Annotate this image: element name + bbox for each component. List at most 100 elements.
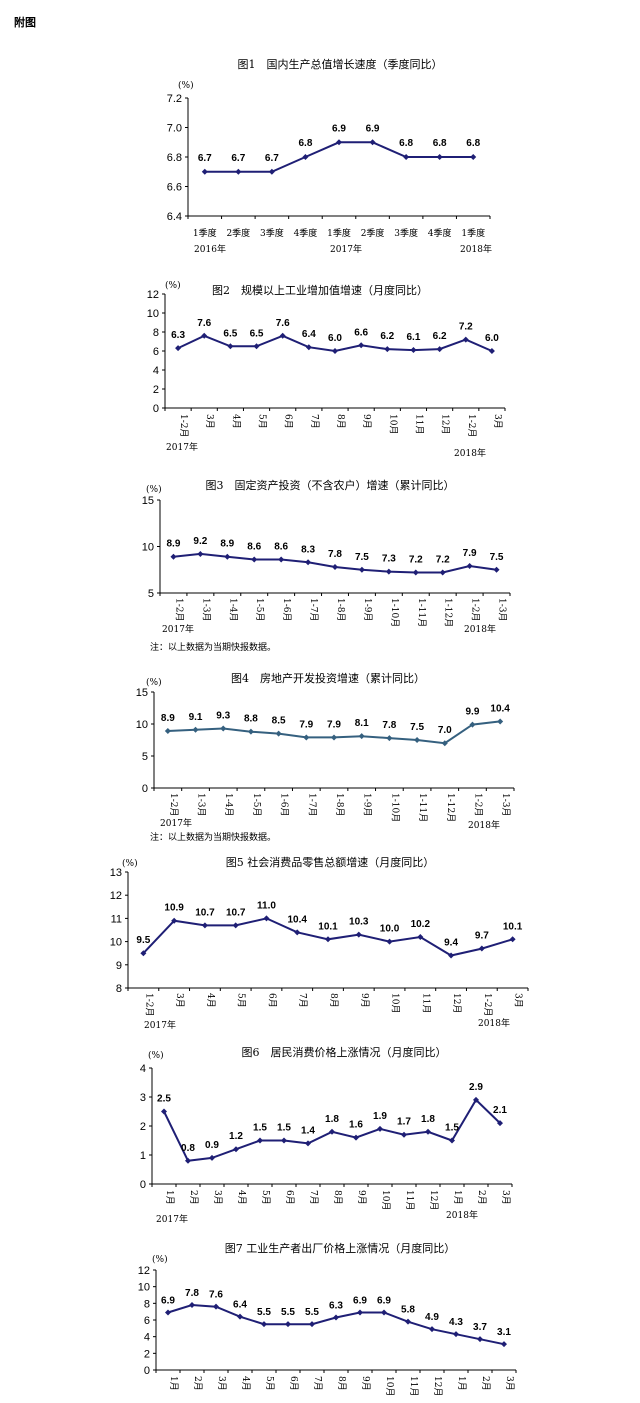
year-label: 2018年 xyxy=(464,623,496,635)
data-label: 10.3 xyxy=(349,917,369,928)
x-tick-label: 10月 xyxy=(380,1190,391,1210)
data-point xyxy=(333,1314,339,1321)
y-tick-label: 0 xyxy=(144,1365,150,1377)
data-label: 6.2 xyxy=(380,331,394,342)
y-tick-label: 7.2 xyxy=(167,93,182,105)
x-tick-label: 9月 xyxy=(361,414,372,429)
y-tick-label: 2 xyxy=(153,384,159,396)
year-label: 2018年 xyxy=(454,447,486,459)
data-label: 6.3 xyxy=(171,330,185,341)
data-label: 7.9 xyxy=(463,548,477,559)
y-unit-label: (%) xyxy=(146,677,162,688)
data-point xyxy=(251,556,258,563)
x-tick-label: 1-3月 xyxy=(196,793,207,817)
data-point xyxy=(385,568,392,575)
data-label: 9.5 xyxy=(136,935,150,946)
data-point xyxy=(381,1309,387,1316)
x-tick-label: 3月 xyxy=(492,414,503,429)
chart-6: 图6 居民消费价格上涨情况（月度同比） (%) 0 1 2 3 4 1月 2月 3月 4月 5月 6月 7… xyxy=(140,1045,513,1225)
data-point xyxy=(201,332,208,339)
y-tick-label: 12 xyxy=(110,890,122,902)
data-point xyxy=(294,929,301,936)
x-tick-label: 4季度 xyxy=(428,227,452,239)
data-point xyxy=(263,915,270,922)
chart-5: 图5 社会消费品零售总额增速（月度同比） (%) 8 9 10 11 12 13 1-2月 3月 4… xyxy=(110,855,529,1031)
data-label: 7.6 xyxy=(197,318,211,329)
x-tick-label: 1季度 xyxy=(193,227,217,239)
data-point xyxy=(509,936,516,943)
data-point xyxy=(501,1341,507,1348)
x-tick-label: 3月 xyxy=(204,414,215,429)
data-label: 6.9 xyxy=(353,1296,367,1307)
x-tick-label: 3月 xyxy=(216,1376,227,1391)
y-tick-label: 1 xyxy=(140,1150,146,1162)
x-tick-label: 1-2月 xyxy=(466,414,477,438)
x-tick-label: 2季度 xyxy=(226,227,250,239)
x-tick-label: 1-2月 xyxy=(168,793,179,817)
x-tick-label: 11月 xyxy=(413,414,424,434)
y-tick-label: 0 xyxy=(153,403,159,415)
data-label: 1.4 xyxy=(301,1125,315,1136)
data-point xyxy=(332,563,338,570)
data-label: 7.2 xyxy=(436,555,450,566)
y-tick-label: 4 xyxy=(144,1332,150,1344)
x-tick-label: 9月 xyxy=(359,993,370,1008)
x-tick-label: 9月 xyxy=(360,1376,371,1391)
x-tick-label: 6月 xyxy=(283,414,294,429)
x-tick-label: 1-3月 xyxy=(200,598,211,622)
data-label: 8.6 xyxy=(274,542,288,553)
year-label: 2016年 xyxy=(194,243,226,255)
data-point xyxy=(247,728,254,735)
x-tick-label: 4月 xyxy=(240,1376,251,1391)
data-point xyxy=(448,952,455,959)
chart-title: 图2 规模以上工业增加值增速（月度同比） xyxy=(212,283,428,297)
data-label: 6.9 xyxy=(377,1296,391,1307)
data-point xyxy=(305,344,312,351)
x-tick-label: 7月 xyxy=(312,1376,323,1391)
data-label: 2.5 xyxy=(157,1094,171,1105)
data-point xyxy=(305,1140,311,1147)
y-tick-label: 8 xyxy=(116,983,122,995)
data-label: 6.8 xyxy=(433,138,447,149)
data-label: 6.5 xyxy=(223,328,237,339)
data-point xyxy=(429,1326,435,1333)
x-tick-label: 1-3月 xyxy=(500,793,511,817)
data-point xyxy=(281,1137,287,1144)
x-tick-label: 5月 xyxy=(257,414,268,429)
data-point xyxy=(441,740,448,747)
x-tick-label: 8月 xyxy=(336,1376,347,1391)
y-tick-label: 5 xyxy=(148,588,154,600)
y-tick-label: 11 xyxy=(111,913,122,925)
data-point xyxy=(377,1125,383,1132)
data-label: 5.5 xyxy=(281,1307,295,1318)
data-label: 6.1 xyxy=(407,332,421,343)
data-point xyxy=(462,336,469,343)
x-tick-label: 1-4月 xyxy=(227,598,238,622)
x-tick-label: 1-7月 xyxy=(306,793,317,817)
data-point xyxy=(410,347,417,354)
x-tick-label: 9月 xyxy=(356,1190,367,1205)
data-label: 7.8 xyxy=(382,720,396,731)
data-label: 7.5 xyxy=(490,552,504,563)
x-tick-label: 12月 xyxy=(440,414,451,434)
data-point xyxy=(220,725,227,732)
x-tick-label: 8月 xyxy=(328,993,339,1008)
data-label: 6.8 xyxy=(466,138,480,149)
x-tick-label: 1-10月 xyxy=(389,598,400,627)
data-label: 4.9 xyxy=(425,1312,439,1323)
data-label: 9.7 xyxy=(475,931,489,942)
data-point xyxy=(185,1157,191,1164)
x-tick-label: 1-12月 xyxy=(445,793,456,822)
y-unit-label: (%) xyxy=(146,484,162,495)
x-tick-label: 1-6月 xyxy=(279,793,290,817)
data-point xyxy=(405,1318,411,1325)
data-label: 10.4 xyxy=(490,703,510,714)
y-tick-label: 6 xyxy=(153,346,159,358)
data-point xyxy=(285,1321,291,1328)
data-point xyxy=(466,563,473,570)
page-label: 附图 xyxy=(14,16,36,29)
x-tick-label: 11月 xyxy=(420,993,431,1013)
data-point xyxy=(453,1331,459,1338)
data-point xyxy=(336,139,342,146)
data-point xyxy=(140,950,147,957)
